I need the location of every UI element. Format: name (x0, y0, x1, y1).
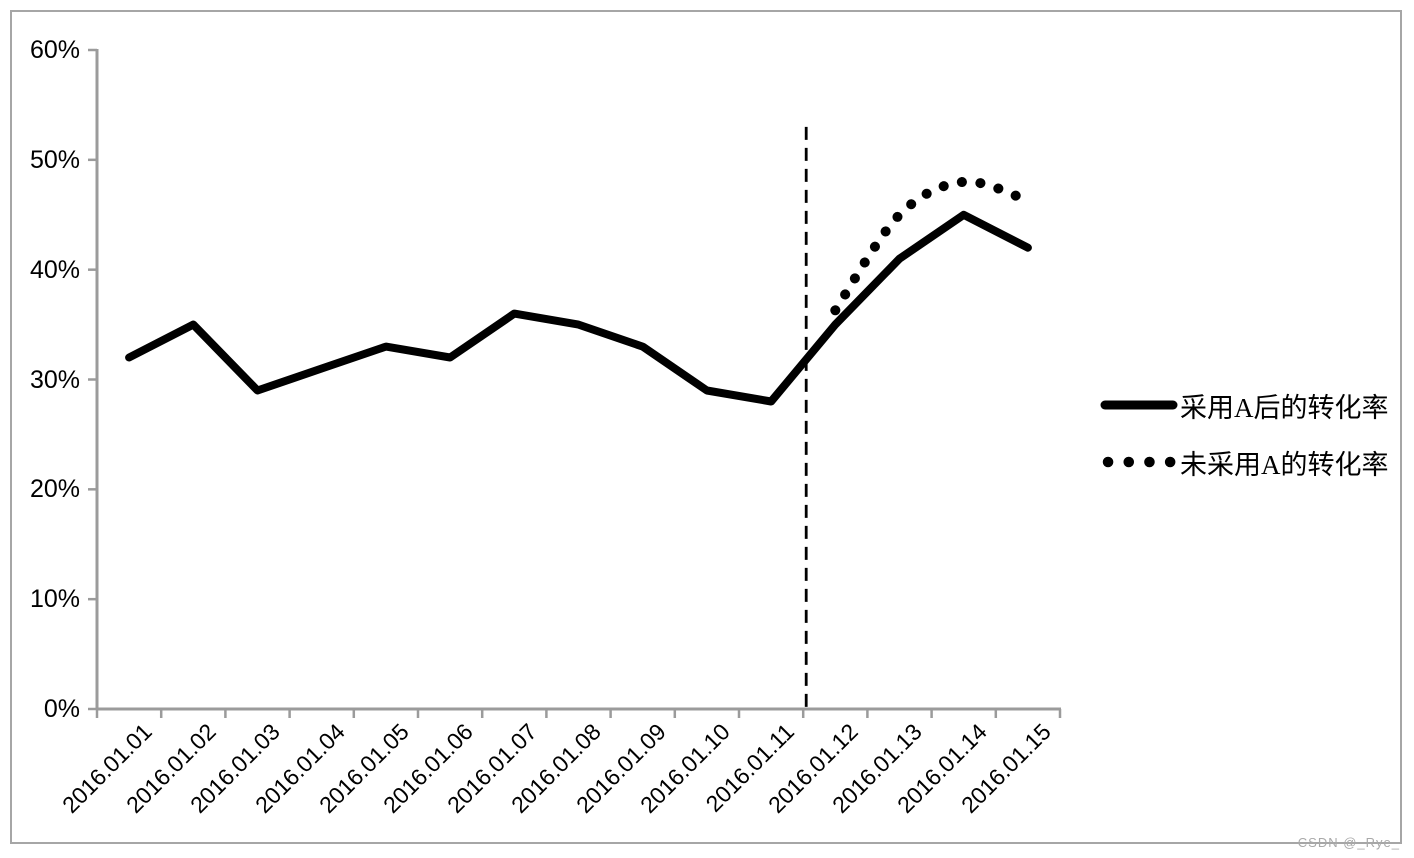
solid-line-swatch (1100, 400, 1178, 410)
y-axis-tick-label: 30% (29, 365, 80, 394)
y-axis-tick-label: 50% (29, 145, 80, 174)
legend-item-with-A: 采用A后的转化率 (1100, 390, 1389, 423)
legend-label-with-A: 采用A后的转化率 (1180, 392, 1389, 423)
y-axis-tick-label: 60% (29, 36, 80, 64)
watermark: CSDN @_Rye_ (1297, 835, 1400, 850)
y-axis-tick-label: 10% (29, 585, 80, 614)
chart-border-frame (10, 10, 1402, 844)
y-axis-tick-label: 40% (29, 255, 80, 284)
y-axis-tick-label: 20% (29, 475, 80, 504)
y-axis-tick-label: 0% (43, 695, 80, 723)
dotted-line-swatch (1102, 456, 1177, 468)
series-line-solid (125, 210, 1032, 406)
legend-label-without-A: 未采用A的转化率 (1180, 449, 1389, 480)
legend-item-without-A: 未采用A的转化率 (1100, 447, 1389, 480)
series-line-dotted (830, 176, 1033, 316)
